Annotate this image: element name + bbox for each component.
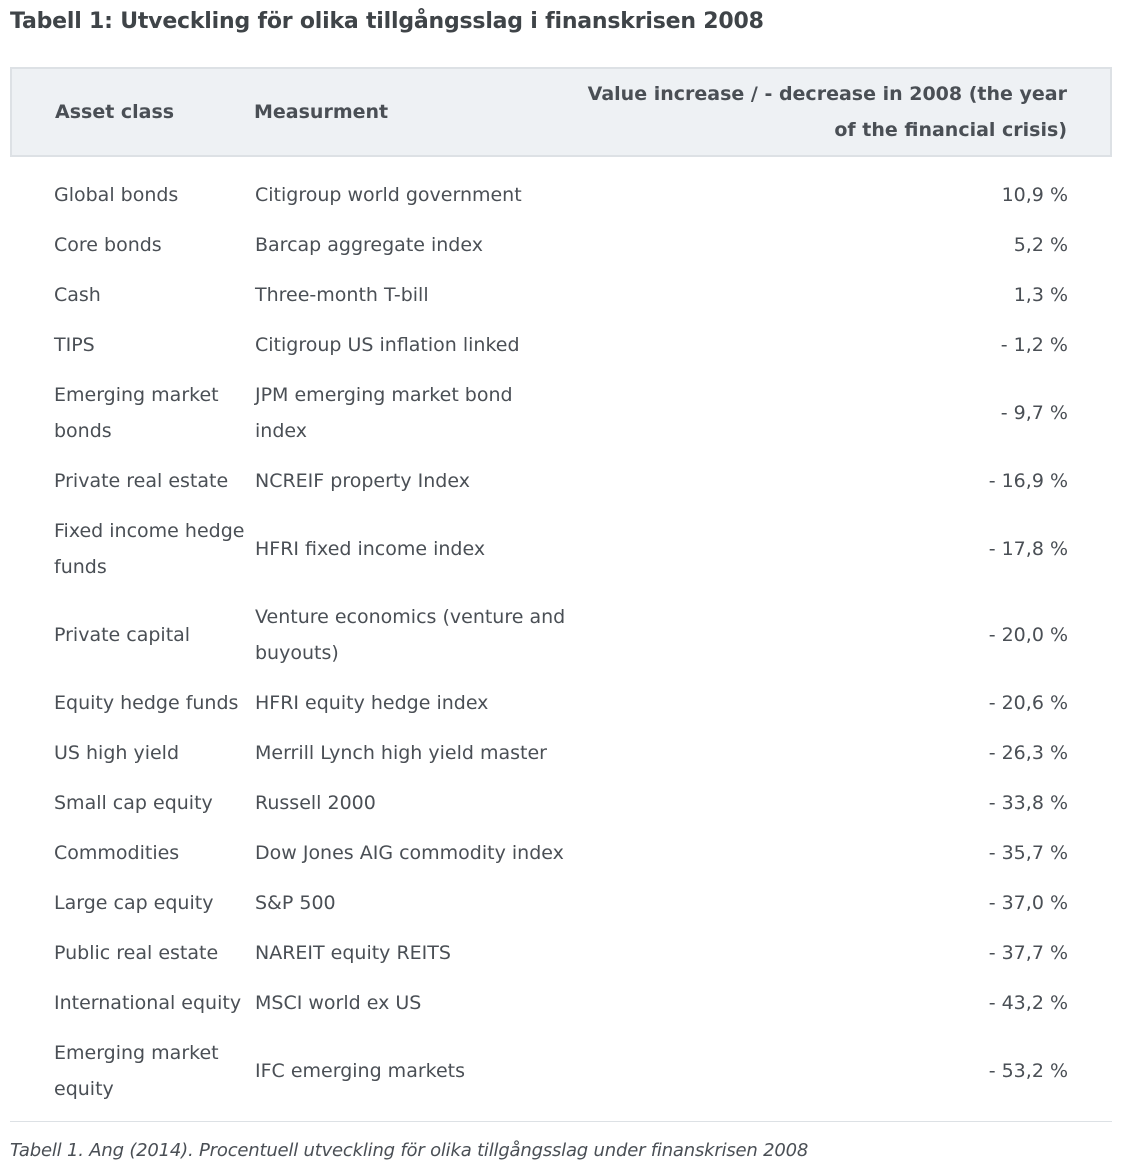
cell-value-change: - 20,6 % xyxy=(988,692,1068,714)
header-value-change: Value increase / - decrease in 2008 (the… xyxy=(569,67,1112,157)
cell-value-change: - 17,8 % xyxy=(988,538,1068,560)
table-row: Equity hedge funds HFRI equity hedge ind… xyxy=(11,678,1111,728)
cell-asset-class: US high yield xyxy=(54,742,180,764)
table-row: Emerging market bonds JPM emerging marke… xyxy=(11,370,1111,456)
cell-asset-class: Private capital xyxy=(54,624,191,646)
table-row: International equity MSCI world ex US - … xyxy=(11,978,1111,1028)
cell-measurement: Dow Jones AIG commodity index xyxy=(255,842,564,864)
cell-measurement: Barcap aggregate index xyxy=(255,234,483,256)
cell-value-change: - 43,2 % xyxy=(988,992,1068,1014)
table-row: Fixed income hedge funds HFRI fixed inco… xyxy=(11,506,1111,592)
table-row: Core bonds Barcap aggregate index 5,2 % xyxy=(11,220,1111,270)
cell-measurement: JPM emerging market bond index xyxy=(255,384,513,442)
cell-measurement: HFRI fixed income index xyxy=(255,538,486,560)
cell-asset-class: Large cap equity xyxy=(54,892,214,914)
table-row: Private real estate NCREIF property Inde… xyxy=(11,456,1111,506)
cell-measurement: NAREIT equity REITS xyxy=(255,942,451,964)
table-row: US high yield Merrill Lynch high yield m… xyxy=(11,728,1111,778)
cell-value-change: - 37,0 % xyxy=(988,892,1068,914)
cell-measurement: Three-month T-bill xyxy=(255,284,429,306)
asset-class-table: Asset class Measurment Value increase / … xyxy=(10,67,1112,1119)
table-row: Large cap equity S&P 500 - 37,0 % xyxy=(11,878,1111,928)
cell-asset-class: Global bonds xyxy=(54,184,179,206)
cell-value-change: - 35,7 % xyxy=(988,842,1068,864)
table-row: Small cap equity Russell 2000 - 33,8 % xyxy=(11,778,1111,828)
table-row: Emerging market equity IFC emerging mark… xyxy=(11,1028,1111,1119)
cell-measurement: HFRI equity hedge index xyxy=(255,692,489,714)
table-caption: Tabell 1. Ang (2014). Procentuell utveck… xyxy=(10,1140,809,1161)
table-body: Global bonds Citigroup world government … xyxy=(11,156,1111,1119)
cell-measurement: Russell 2000 xyxy=(255,792,376,814)
table-row: Public real estate NAREIT equity REITS -… xyxy=(11,928,1111,978)
cell-value-change: - 53,2 % xyxy=(988,1060,1068,1082)
cell-measurement: IFC emerging markets xyxy=(255,1060,466,1082)
cell-value-change: - 20,0 % xyxy=(988,624,1068,646)
cell-value-change: - 33,8 % xyxy=(988,792,1068,814)
cell-asset-class: Cash xyxy=(54,284,101,306)
cell-measurement: Merrill Lynch high yield master xyxy=(255,742,547,764)
cell-value-change: - 1,2 % xyxy=(1000,334,1068,356)
cell-asset-class: TIPS xyxy=(54,334,95,356)
cell-value-change: - 37,7 % xyxy=(988,942,1068,964)
cell-asset-class: Equity hedge funds xyxy=(54,692,239,714)
cell-asset-class: Emerging market equity xyxy=(54,1042,219,1100)
asset-class-table-container: Asset class Measurment Value increase / … xyxy=(10,67,1112,1119)
header-measurement: Measurment xyxy=(254,67,569,157)
cell-asset-class: Core bonds xyxy=(54,234,162,256)
cell-value-change: - 26,3 % xyxy=(988,742,1068,764)
table-title: Tabell 1: Utveckling för olika tillgångs… xyxy=(10,9,764,34)
cell-asset-class: Private real estate xyxy=(54,470,229,492)
table-row: Cash Three-month T-bill 1,3 % xyxy=(11,270,1111,320)
cell-measurement: Citigroup world government xyxy=(255,184,522,206)
cell-asset-class: Fixed income hedge funds xyxy=(54,520,245,578)
table-row: TIPS Citigroup US inflation linked - 1,2… xyxy=(11,320,1111,370)
cell-asset-class: Public real estate xyxy=(54,942,219,964)
cell-measurement: S&P 500 xyxy=(255,892,336,914)
header-asset-class: Asset class xyxy=(10,67,254,157)
cell-value-change: 5,2 % xyxy=(1013,234,1068,256)
table-header: Asset class Measurment Value increase / … xyxy=(10,67,1112,157)
cell-asset-class: Emerging market bonds xyxy=(54,384,219,442)
table-row: Global bonds Citigroup world government … xyxy=(11,156,1111,220)
cell-value-change: 10,9 % xyxy=(1001,184,1068,206)
cell-measurement: Venture economics (venture and buyouts) xyxy=(255,606,566,664)
cell-value-change: - 16,9 % xyxy=(988,470,1068,492)
cell-value-change: 1,3 % xyxy=(1013,284,1068,306)
cell-asset-class: International equity xyxy=(54,992,242,1014)
cell-value-change: - 9,7 % xyxy=(1000,402,1068,424)
cell-asset-class: Commodities xyxy=(54,842,180,864)
cell-measurement: Citigroup US inflation linked xyxy=(255,334,520,356)
cell-asset-class: Small cap equity xyxy=(54,792,213,814)
caption-divider xyxy=(10,1121,1112,1122)
cell-measurement: NCREIF property Index xyxy=(255,470,470,492)
table-header-row: Asset class Measurment Value increase / … xyxy=(10,67,1112,157)
cell-measurement: MSCI world ex US xyxy=(255,992,422,1014)
table-row: Private capital Venture economics (ventu… xyxy=(11,592,1111,678)
table-row: Commodities Dow Jones AIG commodity inde… xyxy=(11,828,1111,878)
